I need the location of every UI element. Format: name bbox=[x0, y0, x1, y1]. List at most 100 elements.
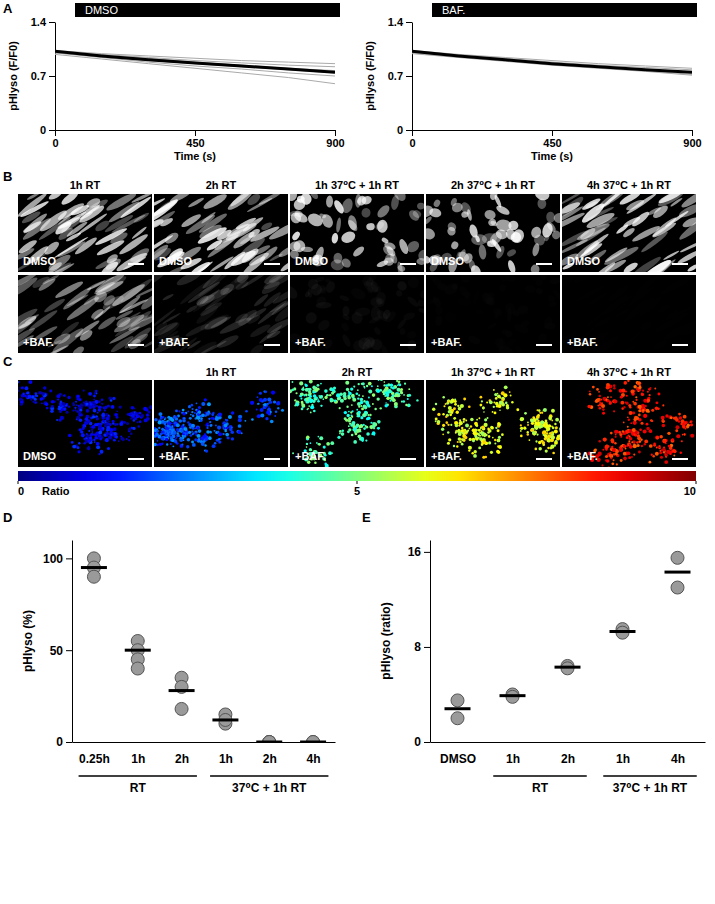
ratio-dot bbox=[497, 394, 501, 398]
ratio-dot bbox=[75, 409, 77, 411]
ratio-dot bbox=[371, 385, 373, 387]
ratio-dot bbox=[501, 397, 505, 401]
ratio-dot bbox=[365, 439, 367, 441]
ratio-dot bbox=[172, 445, 174, 447]
texture bbox=[18, 306, 39, 332]
ratio-dot bbox=[312, 391, 315, 394]
texture bbox=[656, 303, 671, 314]
ratio-dot bbox=[94, 423, 97, 426]
row-label: +BAF. bbox=[567, 336, 598, 348]
scale-bar bbox=[536, 263, 552, 265]
micrograph bbox=[290, 194, 424, 272]
ratio-dot bbox=[161, 428, 164, 431]
ratio-dot bbox=[86, 409, 89, 412]
ratio-dot bbox=[191, 440, 194, 443]
texture bbox=[291, 238, 308, 255]
texture bbox=[316, 318, 331, 333]
ratio-dot bbox=[307, 409, 309, 411]
texture bbox=[366, 223, 375, 230]
ratio-dot bbox=[362, 395, 364, 397]
ratio-dot bbox=[162, 416, 164, 418]
column-header: 2h RT bbox=[342, 366, 373, 378]
ratio-dot bbox=[372, 431, 376, 435]
ratio-dot bbox=[345, 381, 349, 385]
ratio-dot bbox=[130, 432, 133, 435]
ratio-dot bbox=[538, 447, 541, 450]
ratio-dot bbox=[317, 400, 320, 403]
tick-label: 0 bbox=[397, 124, 403, 136]
ratio-dot bbox=[75, 401, 77, 403]
texture bbox=[180, 212, 203, 229]
texture bbox=[406, 275, 421, 290]
ratio-dot bbox=[277, 407, 279, 409]
tick-label: 0 bbox=[409, 137, 415, 149]
ratio-dot bbox=[499, 401, 502, 404]
ratio-dot bbox=[363, 427, 366, 430]
texture bbox=[469, 264, 482, 272]
texture bbox=[315, 295, 329, 308]
x-axis: 0450900 bbox=[52, 130, 344, 149]
ratio-dot bbox=[167, 421, 171, 425]
ratio-dot bbox=[95, 390, 97, 392]
texture bbox=[567, 335, 597, 353]
ratio-dot bbox=[357, 429, 361, 433]
ratio-dot bbox=[305, 384, 308, 387]
ratio-dot bbox=[264, 391, 267, 394]
tick-label: 1.4 bbox=[388, 16, 404, 28]
texture bbox=[139, 290, 152, 311]
ratio-dot bbox=[72, 409, 74, 411]
ratio-dot bbox=[94, 441, 96, 443]
ratio-dot bbox=[192, 433, 194, 435]
ratio-dot bbox=[160, 436, 164, 440]
ratio-dot bbox=[363, 424, 365, 426]
ratio-dot bbox=[83, 390, 85, 392]
texture bbox=[471, 289, 481, 305]
ratio-dot bbox=[176, 428, 179, 431]
y-axis: 00.71.4 bbox=[31, 16, 56, 136]
ratio-dot bbox=[329, 398, 333, 402]
ratio-dot bbox=[331, 388, 334, 391]
texture bbox=[175, 275, 204, 288]
texture bbox=[530, 225, 543, 239]
ratio-dot bbox=[139, 421, 141, 423]
ratio-dot bbox=[532, 432, 536, 436]
tick: 1.4 bbox=[388, 16, 412, 28]
column-header: 1h 37⁰C + 1h RT bbox=[315, 179, 399, 191]
ratio-dot bbox=[351, 434, 354, 437]
ratio-dot bbox=[157, 440, 159, 442]
texture bbox=[420, 290, 424, 299]
texture bbox=[688, 283, 696, 295]
ratio-dot bbox=[171, 436, 173, 438]
texture bbox=[397, 264, 407, 272]
texture bbox=[83, 294, 98, 306]
ratio-dot bbox=[362, 382, 365, 385]
ratio-dot bbox=[93, 395, 96, 398]
ratio-dot bbox=[191, 411, 193, 413]
texture bbox=[107, 199, 141, 224]
texture bbox=[457, 297, 472, 307]
ratio-dot bbox=[231, 427, 233, 429]
texture bbox=[340, 321, 351, 332]
texture bbox=[191, 339, 218, 353]
ratio-dot bbox=[365, 401, 368, 404]
ratio-dot bbox=[218, 432, 222, 436]
tick: 0 bbox=[52, 130, 58, 149]
ratio-dot bbox=[103, 407, 105, 409]
ratio-dot bbox=[237, 430, 241, 434]
ratio-dot bbox=[360, 398, 363, 401]
ratio-dot bbox=[95, 400, 98, 403]
ratio-dot bbox=[91, 431, 93, 433]
ratio-dot bbox=[84, 403, 86, 405]
row-label: +BAF. bbox=[431, 336, 462, 348]
ratio-dot bbox=[306, 443, 308, 445]
ratio-dot bbox=[94, 436, 97, 439]
texture bbox=[133, 211, 150, 224]
ratio-dot bbox=[112, 397, 115, 400]
ratio-dot bbox=[182, 409, 185, 412]
ratio-dot bbox=[558, 434, 560, 437]
ratio-dot bbox=[462, 438, 465, 441]
ratio-dot bbox=[113, 439, 116, 442]
ratio-dot bbox=[106, 426, 110, 430]
ratio-dot bbox=[268, 406, 270, 408]
texture bbox=[351, 245, 365, 259]
